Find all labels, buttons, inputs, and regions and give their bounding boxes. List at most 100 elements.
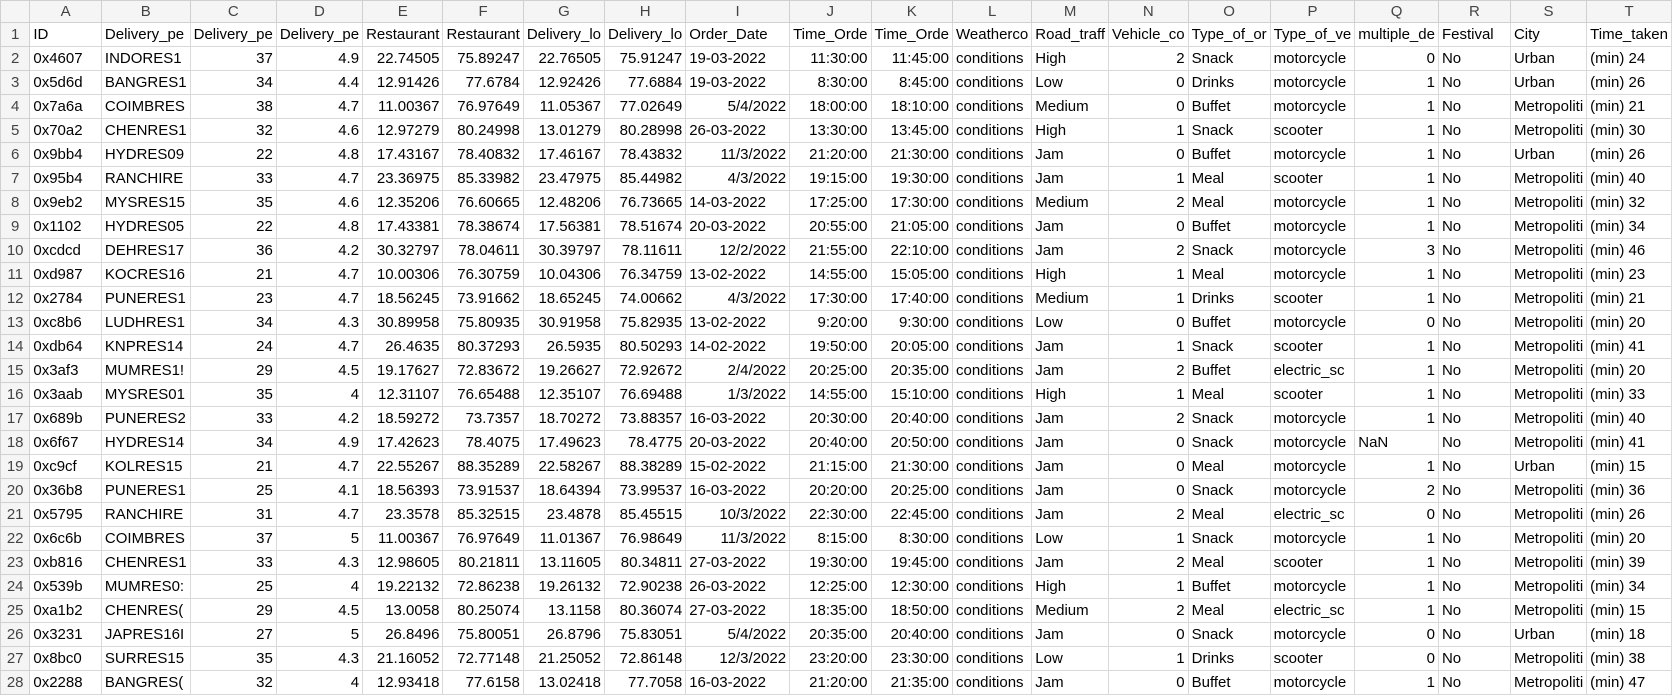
cell[interactable]: 22.58267 — [522, 454, 606, 479]
cell[interactable]: Urban — [1509, 454, 1588, 479]
cell[interactable]: Weatherco — [951, 22, 1033, 47]
cell[interactable]: 2 — [1108, 502, 1189, 527]
cell[interactable]: conditions — [951, 478, 1033, 503]
cell[interactable]: 0x3aab — [29, 382, 102, 407]
cell[interactable]: 10/3/2022 — [685, 502, 791, 527]
cell[interactable]: RANCHIRE — [100, 502, 191, 527]
cell[interactable]: No — [1437, 190, 1511, 215]
cell[interactable]: 22 — [189, 142, 277, 167]
cell[interactable]: 8:30:00 — [789, 70, 872, 95]
cell[interactable]: Jam — [1031, 406, 1110, 431]
cell[interactable]: 77.6784 — [442, 70, 524, 95]
cell[interactable]: scooter — [1269, 382, 1356, 407]
cell[interactable]: 0 — [1354, 46, 1439, 71]
cell[interactable]: 22.76505 — [522, 46, 606, 71]
cell[interactable]: 74.00662 — [604, 286, 687, 311]
cell[interactable]: scooter — [1269, 550, 1356, 575]
cell[interactable]: 4.5 — [275, 358, 364, 383]
cell[interactable]: 20:05:00 — [870, 334, 954, 359]
cell[interactable]: 2 — [1354, 478, 1439, 503]
cell[interactable]: 33 — [189, 550, 277, 575]
row-header[interactable]: 24 — [0, 574, 31, 599]
cell[interactable]: Metropoliti — [1509, 286, 1588, 311]
cell[interactable]: 80.24998 — [442, 118, 524, 143]
cell[interactable]: 78.38674 — [442, 214, 524, 239]
cell[interactable]: 18.65245 — [522, 286, 606, 311]
cell[interactable]: 17.46167 — [522, 142, 606, 167]
cell[interactable]: 0xc9cf — [29, 454, 102, 479]
cell[interactable]: 34 — [189, 310, 277, 335]
cell[interactable]: 19.26627 — [522, 358, 606, 383]
cell[interactable]: conditions — [951, 574, 1033, 599]
cell[interactable]: motorcycle — [1269, 142, 1356, 167]
cell[interactable]: 0x70a2 — [29, 118, 102, 143]
cell[interactable]: 26-03-2022 — [685, 574, 791, 599]
cell[interactable]: 1 — [1354, 262, 1439, 287]
cell[interactable]: 19-03-2022 — [685, 46, 791, 71]
cell[interactable]: No — [1437, 166, 1511, 191]
cell[interactable]: 0xcdcd — [29, 238, 102, 263]
cell[interactable]: No — [1437, 46, 1511, 71]
cell[interactable]: 5 — [275, 622, 364, 647]
cell[interactable]: Snack — [1187, 46, 1271, 71]
cell[interactable]: Medium — [1031, 94, 1110, 119]
cell[interactable]: 75.82935 — [604, 310, 687, 335]
cell[interactable]: Meal — [1187, 502, 1271, 527]
cell[interactable]: 76.60665 — [442, 190, 524, 215]
cell[interactable]: conditions — [951, 190, 1033, 215]
cell[interactable]: 0x1102 — [29, 214, 102, 239]
column-header[interactable]: F — [442, 0, 524, 23]
cell[interactable]: Buffet — [1187, 214, 1271, 239]
cell[interactable]: Metropoliti — [1509, 334, 1588, 359]
cell[interactable]: motorcycle — [1269, 262, 1356, 287]
cell[interactable]: motorcycle — [1269, 622, 1356, 647]
cell[interactable]: 72.86148 — [604, 646, 687, 671]
cell[interactable]: 88.38289 — [604, 454, 687, 479]
cell[interactable]: 30.89958 — [362, 310, 444, 335]
cell[interactable]: HYDRES14 — [100, 430, 191, 455]
cell[interactable]: 20:55:00 — [789, 214, 872, 239]
column-header[interactable]: Q — [1354, 0, 1439, 23]
cell[interactable]: 3 — [1354, 238, 1439, 263]
cell[interactable]: 14:55:00 — [789, 262, 872, 287]
cell[interactable]: 23 — [189, 286, 277, 311]
cell[interactable]: Drinks — [1187, 286, 1271, 311]
cell[interactable]: 11:30:00 — [789, 46, 872, 71]
cell[interactable]: (min) 24 — [1586, 46, 1672, 71]
cell[interactable]: 23.47975 — [522, 166, 606, 191]
cell[interactable]: 34 — [189, 70, 277, 95]
cell[interactable]: MUMRES0: — [100, 574, 191, 599]
cell[interactable]: Jam — [1031, 550, 1110, 575]
cell[interactable]: (min) 47 — [1586, 670, 1672, 695]
cell[interactable]: 72.90238 — [604, 574, 687, 599]
cell[interactable]: 0 — [1108, 430, 1189, 455]
cell[interactable]: Road_traff — [1031, 22, 1110, 47]
cell[interactable]: conditions — [951, 454, 1033, 479]
cell[interactable]: Snack — [1187, 526, 1271, 551]
cell[interactable]: 13.0058 — [362, 598, 444, 623]
cell[interactable]: No — [1437, 574, 1511, 599]
cell[interactable]: 20-03-2022 — [685, 430, 791, 455]
cell[interactable]: 22:45:00 — [870, 502, 954, 527]
cell[interactable]: motorcycle — [1269, 526, 1356, 551]
cell[interactable]: Metropoliti — [1509, 670, 1588, 695]
cell[interactable]: INDORES1 — [100, 46, 191, 71]
cell[interactable]: 35 — [189, 190, 277, 215]
cell[interactable]: 0xd987 — [29, 262, 102, 287]
cell[interactable]: 0 — [1108, 70, 1189, 95]
cell[interactable]: Metropoliti — [1509, 550, 1588, 575]
cell[interactable]: 76.69488 — [604, 382, 687, 407]
row-header[interactable]: 12 — [0, 286, 31, 311]
cell[interactable]: Festival — [1437, 22, 1511, 47]
cell[interactable]: 85.44982 — [604, 166, 687, 191]
cell[interactable]: High — [1031, 382, 1110, 407]
cell[interactable]: conditions — [951, 598, 1033, 623]
cell[interactable]: 0x4607 — [29, 46, 102, 71]
cell[interactable]: 16-03-2022 — [685, 670, 791, 695]
cell[interactable]: Buffet — [1187, 358, 1271, 383]
cell[interactable]: 19-03-2022 — [685, 70, 791, 95]
cell[interactable]: 29 — [189, 358, 277, 383]
cell[interactable]: electric_sc — [1269, 358, 1356, 383]
row-header[interactable]: 16 — [0, 382, 31, 407]
cell[interactable]: 18:50:00 — [870, 598, 954, 623]
